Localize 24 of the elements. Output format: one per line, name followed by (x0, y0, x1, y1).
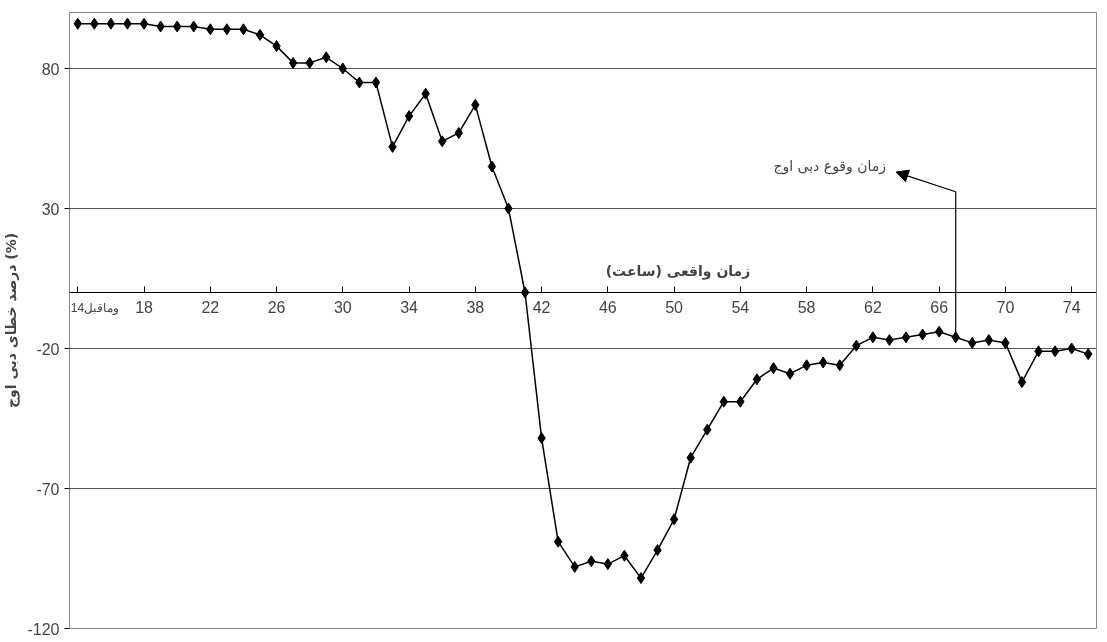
y-tick-label: 80 (41, 60, 60, 78)
x-tick-label: 70 (996, 298, 1015, 316)
y-axis-title: درصد خطای دبی اوج (%) (3, 232, 21, 409)
y-tick-label: 30 (41, 200, 60, 218)
y-tick-label: -20 (36, 340, 60, 358)
x-tick-label: 14وماقبل (70, 300, 120, 315)
x-tick-label: 58 (797, 298, 816, 316)
x-tick-label: 18 (135, 298, 154, 316)
x-tick-label: 54 (731, 298, 750, 316)
x-tick-label: 42 (532, 298, 551, 316)
x-tick-label: 30 (333, 298, 352, 316)
x-tick-label: 74 (1062, 298, 1081, 316)
x-axis-title: زمان واقعی (ساعت) (605, 262, 751, 280)
x-tick-label: 34 (400, 298, 419, 316)
x-tick-label: 62 (863, 298, 882, 316)
y-tick-label: -70 (36, 480, 60, 498)
x-tick-label: 38 (466, 298, 485, 316)
x-tick-label: 26 (267, 298, 286, 316)
x-tick-label: 46 (598, 298, 617, 316)
x-tick-label: 50 (665, 298, 684, 316)
x-tick-label: 22 (201, 298, 220, 316)
legend-label: زمان وقوع دبی اوج (773, 158, 887, 176)
y-tick-label: -120 (27, 620, 60, 638)
x-tick-label: 66 (930, 298, 949, 316)
